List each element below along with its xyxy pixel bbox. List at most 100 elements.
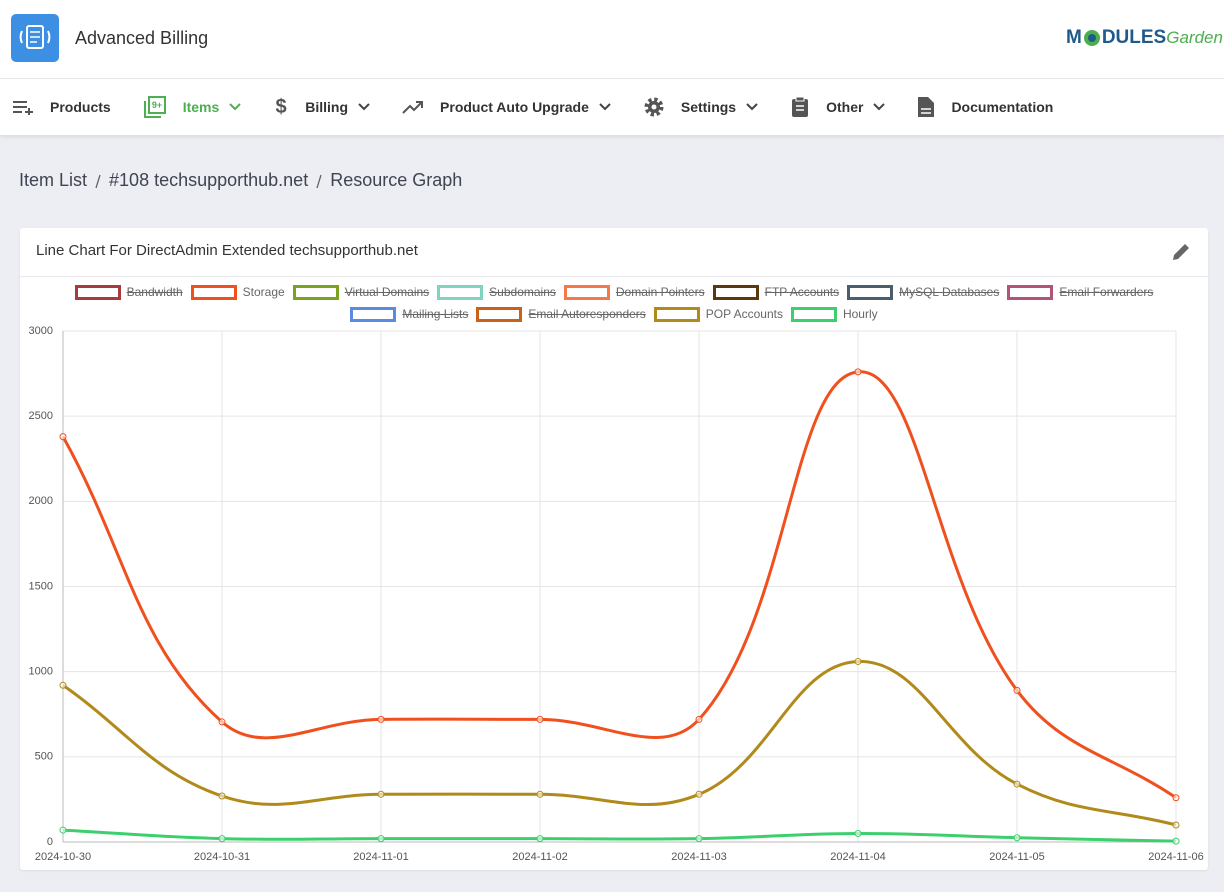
legend-swatch (476, 306, 523, 322)
divider (20, 276, 1208, 277)
legend-item[interactable]: Email Forwarders (1007, 284, 1153, 300)
logo-text: Garden (1166, 28, 1223, 47)
icon (918, 97, 935, 117)
legend-item[interactable]: Hourly (790, 306, 878, 322)
nav-item[interactable]: Products (12, 99, 111, 115)
app-icon (11, 14, 59, 62)
data-point (1172, 837, 1180, 845)
logo: M DULES Garden (1066, 27, 1223, 49)
icon (402, 101, 424, 114)
nav-label: Other (826, 99, 864, 115)
y-tick-label: 500 (35, 751, 53, 763)
legend-item[interactable]: Email Autoresponders (476, 306, 646, 322)
nav-label: Products (50, 99, 111, 115)
legend-label: FTP Accounts (764, 285, 840, 299)
legend-item[interactable]: FTP Accounts (712, 284, 840, 300)
logo-text: DULES (1101, 27, 1167, 48)
svg-text:9+: 9+ (152, 100, 162, 110)
series-line (61, 370, 1177, 799)
legend-label: POP Accounts (705, 307, 783, 321)
legend-label: Storage (242, 285, 285, 299)
chevron (873, 103, 886, 111)
data-point (536, 790, 544, 798)
data-point (536, 835, 544, 843)
nav-item[interactable]: Other (790, 96, 886, 118)
legend-item[interactable]: Subdomains (437, 284, 556, 300)
legend-label: Virtual Domains (344, 285, 430, 299)
legend-swatch (437, 284, 484, 300)
y-tick-label: 1500 (29, 580, 53, 592)
legend-label: Email Forwarders (1059, 285, 1154, 299)
svg-text:$: $ (276, 96, 287, 118)
chevron (358, 103, 370, 111)
chevron (229, 103, 241, 111)
data-point (218, 718, 226, 726)
data-point (59, 681, 67, 689)
separator (95, 174, 101, 188)
breadcrumb-item[interactable]: #108 techsupporthub.net (109, 170, 309, 190)
legend-swatch (563, 284, 610, 300)
logo-globe (1083, 30, 1100, 46)
y-tick-label: 0 (47, 836, 53, 848)
data-point (1013, 686, 1021, 694)
legend-item[interactable]: MySQL Databases (847, 284, 999, 300)
nav-bar: Products 9+ Items $ Billing Product Auto… (0, 79, 1224, 135)
nav-item[interactable]: $ Billing (273, 96, 370, 118)
nav-label: Documentation (951, 99, 1054, 115)
legend-item[interactable]: Mailing Lists (350, 306, 468, 322)
data-point (59, 826, 67, 834)
legend-item[interactable]: Storage (190, 284, 285, 300)
nav-item[interactable]: Documentation (917, 96, 1053, 118)
data-point (854, 657, 862, 665)
series-line (62, 659, 1177, 827)
x-tick-label: 2024-11-03 (671, 851, 726, 863)
y-tick-label: 2000 (29, 495, 53, 507)
chart-card: Line Chart For DirectAdmin Extended tech… (20, 228, 1208, 870)
legend-item[interactable]: Domain Pointers (563, 284, 705, 300)
data-point (695, 790, 703, 798)
chart-title: Line Chart For DirectAdmin Extended tech… (36, 242, 418, 259)
data-point (377, 790, 385, 798)
nav-label: Settings (680, 99, 737, 115)
legend-swatch (1007, 284, 1054, 300)
data-point (854, 829, 862, 837)
breadcrumb: Item List #108 techsupporthub.net Resour… (19, 170, 462, 191)
nav-label: Items (182, 99, 220, 115)
legend-swatch (292, 284, 339, 300)
nav-item[interactable]: Product Auto Upgrade (402, 99, 611, 115)
legend-item[interactable]: Bandwidth (74, 284, 183, 300)
nav-item[interactable]: 9+ Items (143, 95, 242, 119)
legend-swatch (712, 284, 759, 300)
legend-label: Subdomains (489, 285, 556, 299)
legend-swatch (190, 284, 237, 300)
data-point (695, 835, 703, 843)
icon (13, 101, 33, 115)
logo-text: M (1066, 27, 1082, 48)
data-point (695, 715, 703, 723)
data-point (1172, 794, 1180, 802)
legend-label: MySQL Databases (899, 285, 1000, 299)
y-tick-label: 1000 (29, 666, 53, 678)
x-tick-label: 2024-11-04 (830, 851, 885, 863)
legend-item[interactable]: Virtual Domains (292, 284, 430, 300)
edit-icon[interactable] (1170, 241, 1192, 263)
icon: $ (276, 96, 287, 118)
legend-item[interactable]: POP Accounts (653, 306, 783, 322)
data-point (1013, 834, 1021, 842)
icon (644, 97, 664, 117)
legend-swatch (847, 284, 894, 300)
legend-label: Domain Pointers (615, 285, 705, 299)
icon (792, 96, 809, 117)
legend-swatch (350, 306, 397, 322)
x-tick-label: 2024-11-01 (353, 851, 408, 863)
nav-item[interactable]: Settings (643, 96, 758, 118)
data-point (218, 792, 226, 800)
separator (316, 174, 322, 188)
data-point (1013, 780, 1021, 788)
nav-label: Product Auto Upgrade (440, 99, 589, 115)
data-point (59, 433, 67, 441)
legend-label: Hourly (842, 307, 878, 321)
x-tick-label: 2024-11-02 (512, 851, 567, 863)
breadcrumb-item[interactable]: Item List (19, 170, 88, 190)
